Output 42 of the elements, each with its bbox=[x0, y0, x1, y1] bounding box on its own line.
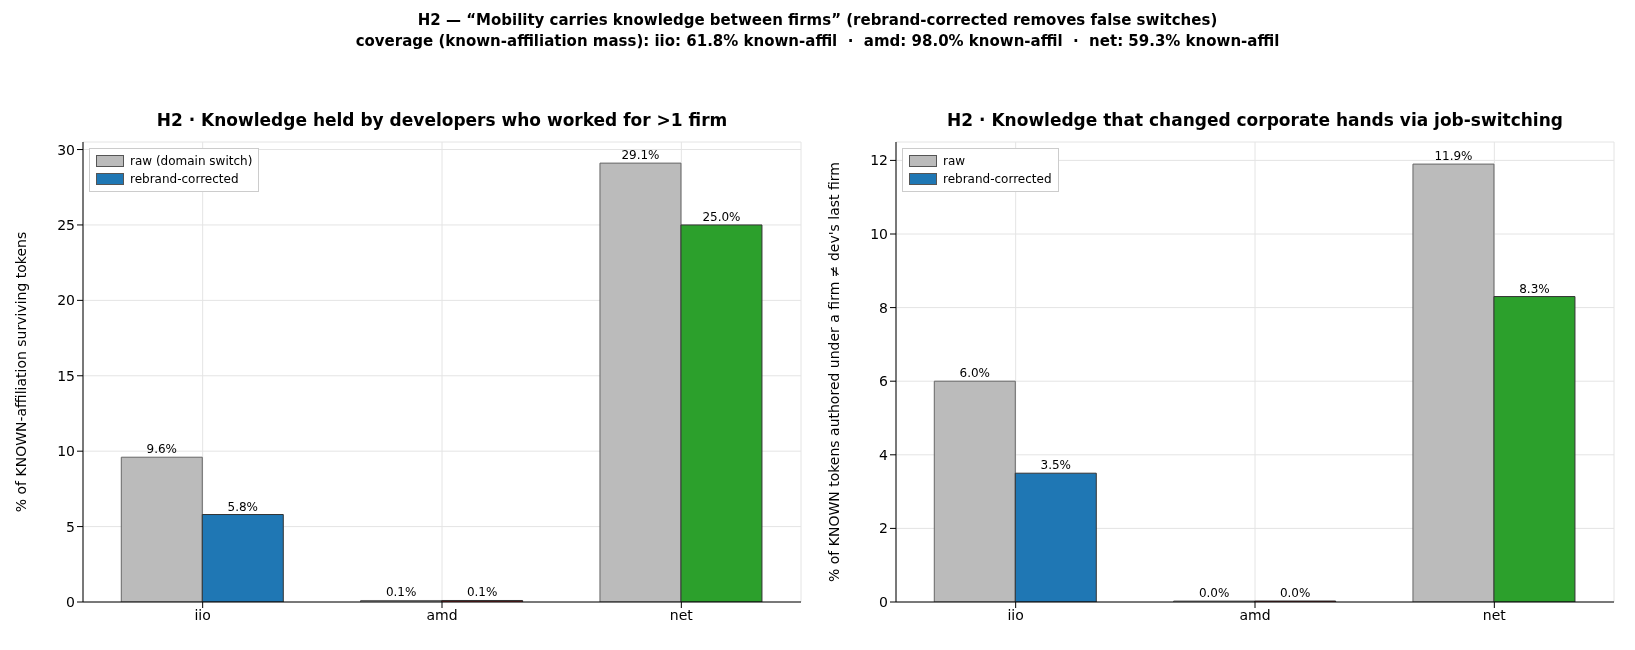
data-label: 25.0% bbox=[702, 209, 741, 224]
chart-title: H2 · Knowledge that changed corporate hands via job-switching bbox=[947, 110, 1563, 130]
data-label: 0.0% bbox=[1279, 586, 1311, 600]
x-tick-label: amd bbox=[426, 606, 458, 623]
data-label: 6.0% bbox=[959, 366, 991, 381]
y-tick-label: 6 bbox=[879, 373, 889, 390]
chart-title: H2 · Knowledge held by developers who worked for >1 firm bbox=[156, 110, 728, 130]
x-tick-label: iio bbox=[194, 606, 211, 623]
data-label: 9.6% bbox=[146, 442, 178, 457]
data-label: 29.1% bbox=[621, 148, 660, 163]
y-tick-label: 5 bbox=[66, 518, 75, 535]
x-tick-label: net bbox=[669, 606, 694, 623]
x-tick-label: net bbox=[1482, 606, 1507, 623]
data-label: 8.3% bbox=[1519, 281, 1550, 296]
y-tick-label: 0 bbox=[879, 593, 888, 610]
legend-label: raw bbox=[943, 153, 966, 170]
y-tick-label: 10 bbox=[57, 443, 75, 460]
text: coverage (known-affiliation mass): iio: 61.8% known-affil · amd: 98.0% known-affil · net: 59.3% known-affil bbox=[354, 31, 1281, 52]
y-tick-label: 8 bbox=[879, 299, 888, 316]
y-tick-label: 12 bbox=[870, 152, 888, 169]
x-tick-label: iio bbox=[1007, 606, 1024, 623]
y-tick-label: 4 bbox=[879, 446, 889, 463]
y-tick-label: 2 bbox=[879, 520, 888, 537]
legend-label: raw (domain switch) bbox=[130, 153, 253, 170]
data-label: 3.5% bbox=[1040, 458, 1072, 473]
y-tick-label: 10 bbox=[870, 225, 888, 242]
data-label: 0.0% bbox=[1198, 586, 1230, 600]
data-label: 0.1% bbox=[466, 585, 498, 600]
x-tick-label: amd bbox=[1239, 606, 1271, 623]
y-tick-label: 0 bbox=[66, 593, 75, 610]
data-label: 11.9% bbox=[1434, 149, 1473, 164]
text: H2 — “Mobility carries knowledge between firms” (rebrand-corrected removes false switches) bbox=[416, 10, 1219, 31]
legend-label: rebrand-corrected bbox=[130, 171, 239, 188]
y-tick-label: 20 bbox=[57, 292, 75, 309]
data-label: 5.8% bbox=[227, 499, 259, 514]
y-tick-label: 30 bbox=[57, 141, 75, 158]
data-label: 0.1% bbox=[385, 585, 417, 600]
y-axis-title: % of KNOWN-affiliation surviving tokens bbox=[12, 231, 29, 513]
y-axis-title: % of KNOWN tokens authored under a firm ≠ dev's last firm bbox=[825, 162, 842, 582]
y-tick-label: 15 bbox=[57, 367, 75, 384]
legend-label: rebrand-corrected bbox=[943, 171, 1052, 188]
y-tick-label: 25 bbox=[57, 216, 75, 233]
